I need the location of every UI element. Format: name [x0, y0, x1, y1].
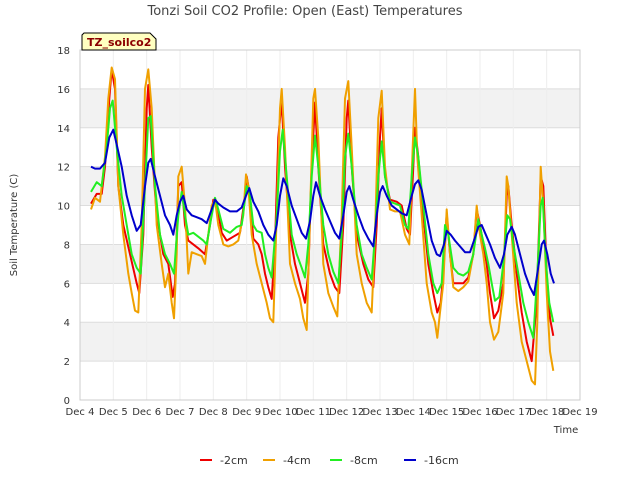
legend-label: -4cm [283, 454, 311, 467]
grid-band [80, 166, 580, 206]
x-tick-label: Dec 11 [296, 407, 331, 418]
y-tick-label: 6 [64, 279, 70, 290]
y-axis-label: Soil Temperature (C) [9, 174, 20, 277]
tz-badge: TZ_soilco2 [81, 32, 157, 51]
x-tick-label: Dec 8 [199, 407, 228, 418]
x-tick-label: Dec 13 [362, 407, 397, 418]
y-tick-label: 18 [57, 46, 70, 57]
legend-label: -8cm [350, 454, 378, 467]
y-tick-label: 16 [57, 85, 70, 96]
x-tick-label: Dec 17 [496, 407, 531, 418]
series-lines [90, 66, 555, 386]
x-tick-label: Dec 7 [166, 407, 195, 418]
series-line-minus4cm [90, 66, 555, 386]
x-tick-label: Dec 19 [562, 407, 597, 418]
x-tick-label: Dec 14 [396, 407, 431, 418]
tz-badge-label: TZ_soilco2 [87, 36, 151, 49]
legend-label: -2cm [220, 454, 248, 467]
x-axis-ticks: Dec 4 Dec 5 Dec 6 Dec 7 Dec 8 Dec 9 Dec 10Dec … [66, 407, 598, 418]
y-tick-label: 14 [57, 124, 70, 135]
y-tick-label: 2 [64, 357, 70, 368]
x-tick-label: Dec 16 [462, 407, 497, 418]
grid-band [80, 322, 580, 362]
x-tick-label: Dec 18 [529, 407, 564, 418]
series-line-minus16cm [90, 128, 555, 296]
chart-title: Tonzi Soil CO2 Profile: Open (East) Temp… [146, 4, 462, 19]
tz-badge-background [81, 32, 157, 51]
legend: -2cm -4cm -8cm -16cm [200, 454, 459, 467]
grid-bands [80, 88, 580, 362]
x-tick-label: Dec 10 [262, 407, 297, 418]
y-tick-label: 0 [64, 396, 70, 407]
x-tick-label: Dec 9 [232, 407, 261, 418]
series-line-minus8cm [90, 99, 555, 339]
legend-label: -16cm [424, 454, 459, 467]
y-tick-label: 4 [64, 318, 70, 329]
plot-area-frame [79, 49, 581, 401]
y-tick-label: 12 [57, 163, 70, 174]
x-tick-label: Dec 4 [66, 407, 95, 418]
x-tick-label: Dec 12 [329, 407, 364, 418]
x-tick-label: Dec 5 [99, 407, 128, 418]
grid-band [80, 88, 580, 128]
y-axis-ticks: 0 2 4 6 8 10 12 14 16 18 [57, 46, 70, 407]
x-axis-label: Time [553, 425, 578, 436]
x-tick-label: Dec 15 [429, 407, 464, 418]
y-tick-label: 10 [57, 202, 70, 213]
y-tick-label: 8 [64, 240, 70, 251]
x-tick-label: Dec 6 [132, 407, 161, 418]
